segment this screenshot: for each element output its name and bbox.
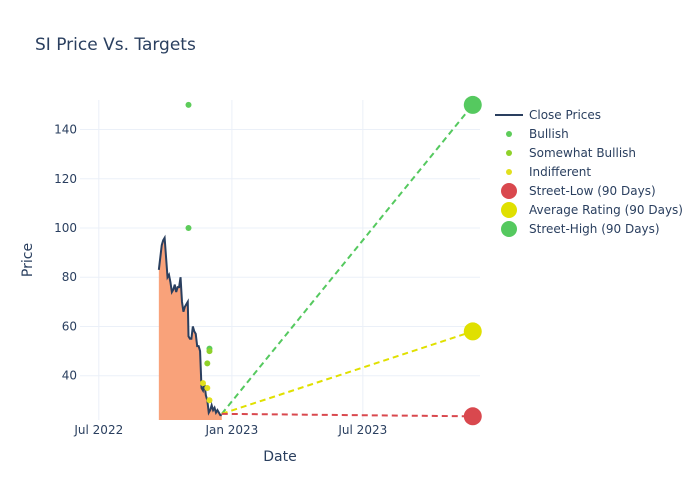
y-axis-title: Price	[20, 243, 36, 277]
y-tick-label: 40	[62, 369, 77, 383]
street-low-line	[221, 412, 473, 418]
close-price-area	[157, 234, 222, 420]
legend-label: Close Prices	[529, 108, 601, 122]
somewhat-bullish-marker	[206, 348, 213, 355]
legend-label: Indifferent	[529, 165, 591, 179]
indifferent-marker	[199, 380, 206, 387]
legend: Close Prices Bullish Somewhat Bullish Indif…	[495, 108, 683, 237]
y-tick-label: 60	[62, 319, 77, 333]
somewhat-bullish-marker	[204, 360, 211, 367]
legend-label: Street-High (90 Days)	[529, 222, 660, 236]
chart-title: SI Price Vs. Targets	[35, 35, 196, 55]
rating-markers	[185, 101, 213, 404]
legend-swatch	[506, 131, 512, 137]
y-tick-label: 100	[54, 221, 77, 235]
target-markers	[463, 95, 482, 426]
legend-swatch	[501, 183, 517, 199]
x-tick-label: Jul 2022	[73, 423, 123, 437]
gridlines	[80, 100, 480, 420]
indifferent-marker	[206, 397, 213, 404]
legend-swatch	[506, 150, 512, 156]
average-rating-line	[221, 330, 474, 415]
street-high-marker	[463, 95, 482, 114]
legend-label: Somewhat Bullish	[529, 146, 636, 160]
street-low-marker	[463, 407, 482, 426]
y-tick-label: 120	[54, 172, 77, 186]
average-rating-marker	[463, 322, 482, 341]
close-price-line	[157, 234, 222, 417]
legend-swatch	[501, 221, 517, 237]
bullish-marker	[185, 225, 192, 231]
indifferent-marker	[204, 385, 211, 391]
legend-label: Bullish	[529, 127, 569, 141]
legend-label: Average Rating (90 Days)	[529, 203, 683, 217]
x-tick-label: Jul 2023	[337, 423, 387, 437]
legend-swatch	[506, 169, 512, 175]
bullish-marker	[185, 101, 192, 108]
x-axis-title: Date	[263, 449, 296, 465]
legend-swatch	[501, 202, 517, 218]
y-tick-label: 80	[62, 270, 77, 284]
target-lines	[220, 104, 474, 418]
close-price-fill	[158, 237, 222, 420]
y-tick-label: 140	[54, 123, 77, 137]
street-high-line	[220, 104, 474, 415]
legend-label: Street-Low (90 Days)	[529, 184, 656, 198]
x-tick-label: Jan 2023	[204, 423, 258, 437]
axes: 40 60 80 100 120 140 Jul 2022 Jan 2023 Jul 2023	[54, 123, 387, 437]
